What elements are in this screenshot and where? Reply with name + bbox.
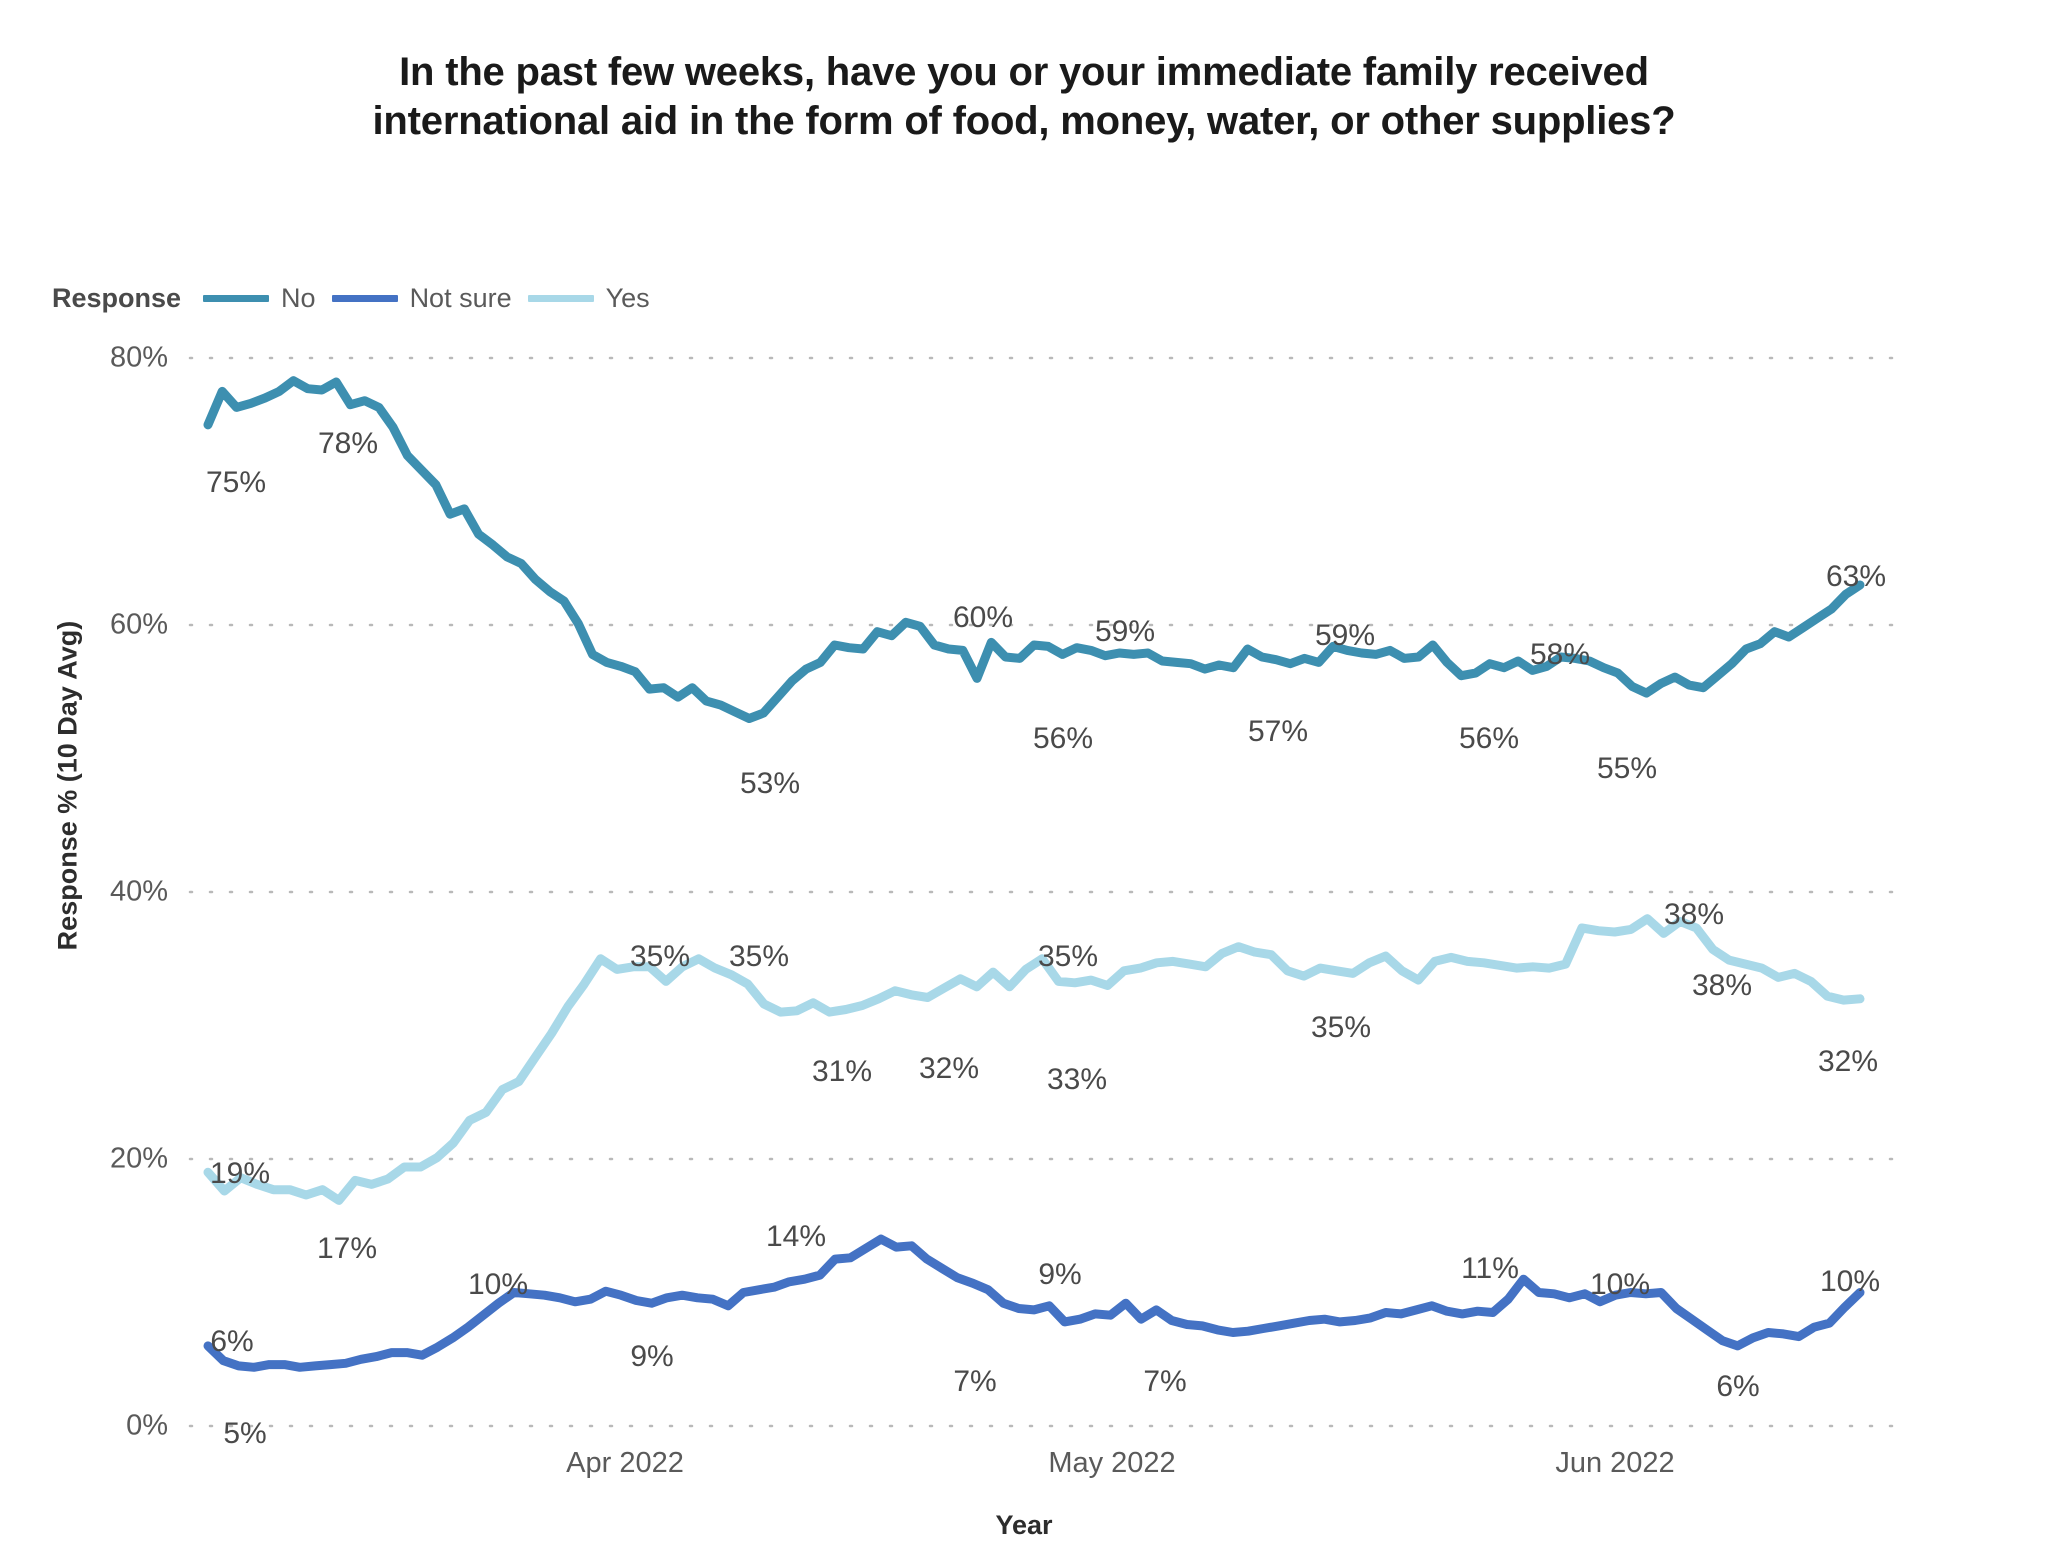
legend-label-yes: Yes [605,282,650,313]
point-label-notsure: 6% [210,1325,254,1358]
legend-label-no: No [281,282,316,313]
chart-legend: Response No Not sure Yes [52,281,666,315]
point-label-notsure: 10% [1819,1265,1881,1298]
point-label-notsure: 6% [1716,1370,1760,1403]
point-label-no: 58% [1529,638,1591,671]
point-label-notsure: 9% [1038,1258,1082,1291]
point-label-no: 78% [317,427,379,460]
point-label-yes: 19% [209,1157,271,1190]
y-tick-label: 20% [109,1142,168,1175]
point-label-yes: 35% [629,940,691,973]
point-label-notsure: 5% [223,1417,267,1450]
point-label-yes: 31% [811,1055,873,1088]
point-label-yes: 38% [1663,898,1725,931]
chart-title: In the past few weeks, have you or your … [0,48,2048,146]
point-label-notsure: 7% [1143,1365,1187,1398]
point-label-yes: 35% [1310,1011,1372,1044]
legend-swatch-no-icon [203,294,270,302]
point-label-no: 59% [1094,615,1156,648]
point-label-notsure: 10% [1589,1268,1651,1301]
point-label-notsure: 17% [316,1232,378,1265]
point-label-yes: 38% [1691,969,1753,1002]
point-label-yes: 33% [1046,1063,1108,1096]
point-label-no: 57% [1247,715,1309,748]
point-label-no: 59% [1314,619,1376,652]
point-label-notsure: 14% [765,1220,827,1253]
chart-title-line-1: In the past few weeks, have you or your … [399,50,1649,94]
point-label-notsure: 9% [630,1340,674,1373]
series-line-no [203,376,1865,723]
y-tick-label: 40% [109,875,168,908]
point-label-yes: 35% [728,940,790,973]
x-tick-label: May 2022 [1048,1447,1176,1479]
x-axis-title: Year [995,1510,1053,1540]
point-label-notsure: 11% [1461,1252,1519,1285]
point-label-no: 56% [1458,722,1520,755]
point-label-no: 56% [1032,722,1094,755]
legend-swatch-yes-icon [527,294,594,302]
y-tick-label: 80% [109,341,168,374]
y-tick-label: 0% [126,1409,168,1442]
point-label-notsure: 10% [467,1268,529,1301]
point-label-no: 55% [1596,752,1658,785]
series-line-yes [203,914,1865,1205]
legend-title: Response [52,282,182,313]
point-label-yes: 32% [918,1052,980,1085]
series-line-not-sure [203,1234,1865,1372]
legend-swatch-not-sure-icon [331,294,398,302]
point-label-no: 53% [739,767,801,800]
point-label-no: 60% [952,601,1014,634]
y-tick-label: 60% [109,608,168,641]
chart-title-line-2: international aid in the form of food, m… [372,98,1676,143]
legend-item-yes[interactable]: Yes [527,282,650,314]
point-label-notsure: 7% [953,1365,997,1398]
point-label-yes: 32% [1817,1045,1879,1078]
point-label-no: 63% [1825,560,1887,593]
point-label-no: 75% [205,466,267,499]
point-label-yes: 35% [1037,940,1099,973]
legend-item-not-sure[interactable]: Not sure [331,282,512,314]
legend-item-no[interactable]: No [203,283,316,314]
x-tick-label: Jun 2022 [1555,1447,1675,1479]
legend-label-not-sure: Not sure [409,282,512,313]
x-tick-label: Apr 2022 [566,1447,684,1479]
